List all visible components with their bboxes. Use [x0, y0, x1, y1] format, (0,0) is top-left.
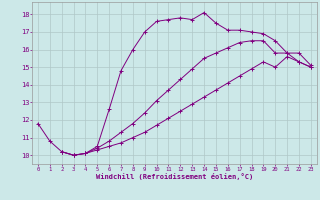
X-axis label: Windchill (Refroidissement éolien,°C): Windchill (Refroidissement éolien,°C): [96, 173, 253, 180]
